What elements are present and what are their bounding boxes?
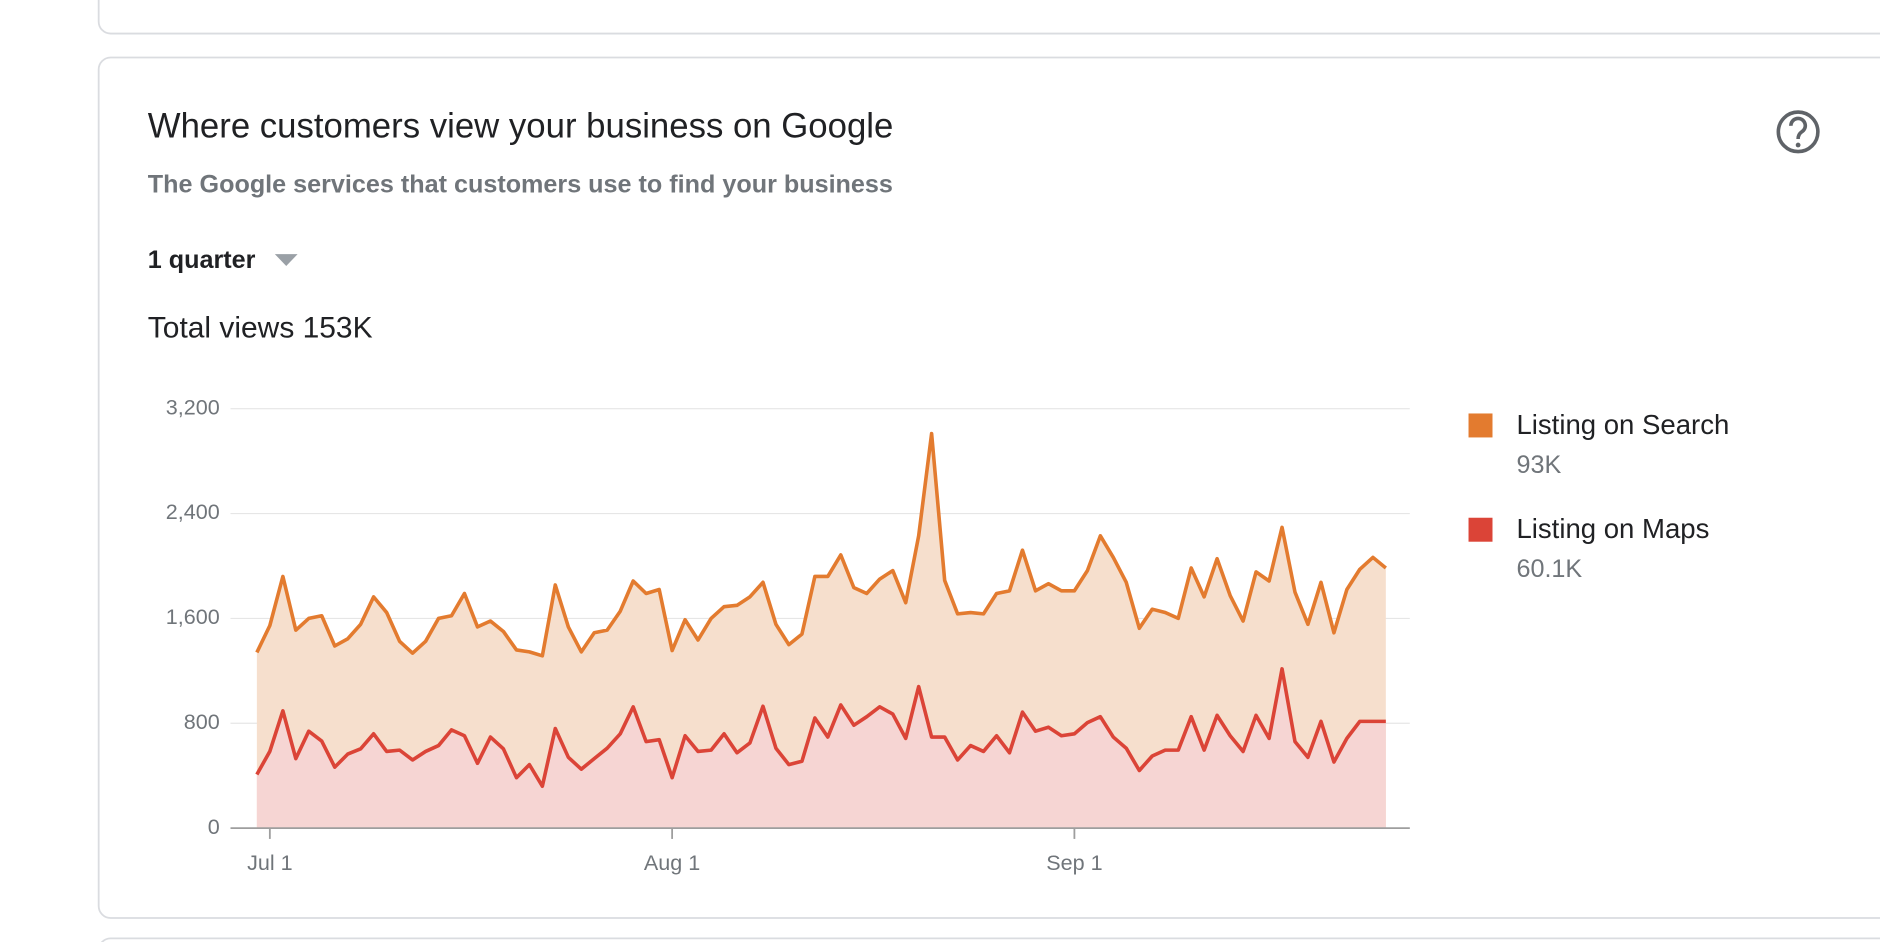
previous-card	[97, 0, 1880, 35]
y-tick-label: 800	[184, 709, 220, 734]
help-icon[interactable]	[1776, 110, 1820, 154]
card-subtitle: The Google services that customers use t…	[148, 170, 893, 198]
legend-total: 93K	[1516, 451, 1561, 479]
y-tick-label: 1,600	[166, 604, 220, 629]
y-tick-label: 0	[208, 814, 220, 839]
help-glyph[interactable]	[1789, 116, 1808, 140]
y-tick-label: 2,400	[166, 499, 220, 524]
series-line	[255, 667, 1386, 788]
series-line	[255, 431, 1387, 658]
dropdown-arrow[interactable]	[274, 254, 298, 267]
period-dropdown[interactable]: 1 quarter	[148, 246, 298, 274]
help-dot[interactable]	[1795, 142, 1801, 148]
period-label[interactable]: 1 quarter	[148, 246, 256, 274]
x-tick-label: Jul 1	[247, 850, 293, 875]
total-views: Total views 153K	[148, 312, 373, 345]
next-card	[100, 937, 1880, 942]
series-area	[256, 668, 1386, 829]
legend-swatch	[1468, 517, 1493, 542]
help-circle[interactable]	[1776, 110, 1820, 154]
legend-label: Listing on Search	[1516, 409, 1729, 440]
card-title: Where customers view your business on Go…	[148, 107, 894, 145]
legend-swatch	[1468, 413, 1493, 438]
legend-total: 60.1K	[1516, 555, 1582, 583]
x-tick-label: Sep 1	[1046, 850, 1102, 875]
legend-label: Listing on Maps	[1516, 513, 1709, 544]
x-tick-label: Aug 1	[644, 850, 700, 875]
chart: 0 800 1,600 2,400 3,200 Jul 1 Aug 1 Sep 1 Listin…	[166, 394, 1730, 874]
y-tick-label: 3,200	[166, 394, 220, 419]
